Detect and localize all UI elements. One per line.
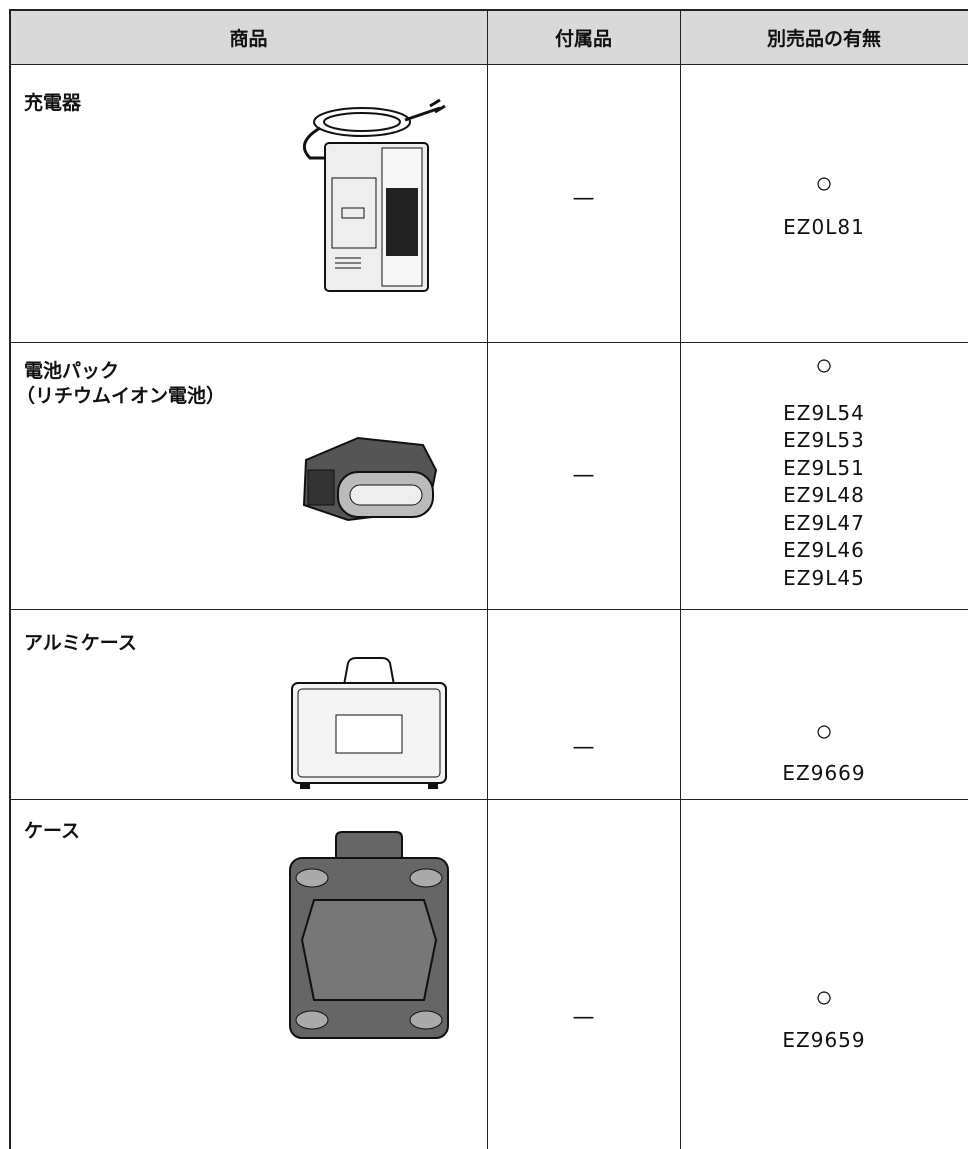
model-number: EZ9L51 bbox=[783, 456, 865, 480]
included-mark: — bbox=[572, 735, 595, 760]
included-mark: — bbox=[572, 1005, 595, 1030]
model-number: EZ9659 bbox=[782, 1028, 866, 1052]
model-number: EZ9L53 bbox=[783, 428, 865, 452]
item-name: ケース bbox=[24, 820, 81, 842]
case-illustration bbox=[289, 831, 449, 1039]
model-number: EZ9L46 bbox=[783, 538, 865, 562]
model-number: EZ9L47 bbox=[783, 511, 865, 535]
aluminum-case-illustration bbox=[291, 657, 447, 789]
optional-mark: ○ bbox=[814, 348, 834, 383]
optional-mark: ○ bbox=[814, 980, 834, 1015]
header-cell: 商品 bbox=[229, 28, 268, 50]
charger-illustration bbox=[302, 98, 446, 292]
item-name: （リチウムイオン電池） bbox=[16, 385, 226, 407]
optional-mark: ○ bbox=[814, 166, 834, 201]
border bbox=[10, 64, 968, 65]
border bbox=[680, 9, 681, 1149]
model-number: EZ9L45 bbox=[783, 566, 865, 590]
border bbox=[10, 9, 968, 11]
border bbox=[10, 799, 968, 800]
border bbox=[9, 9, 11, 1149]
item-name: アルミケース bbox=[24, 632, 137, 654]
model-number: EZ0L81 bbox=[783, 215, 865, 239]
header-cell: 付属品 bbox=[554, 28, 612, 50]
included-mark: — bbox=[572, 186, 595, 211]
border bbox=[10, 342, 968, 343]
model-number: EZ9L48 bbox=[783, 483, 865, 507]
model-number: EZ9L54 bbox=[783, 401, 865, 425]
optional-mark: ○ bbox=[814, 714, 834, 749]
border bbox=[487, 9, 488, 1149]
battery-illustration bbox=[302, 436, 438, 522]
item-name: 電池パック bbox=[24, 360, 120, 382]
model-number: EZ9669 bbox=[782, 761, 866, 785]
border bbox=[10, 609, 968, 610]
header-cell: 別売品の有無 bbox=[766, 28, 881, 50]
header-background bbox=[10, 10, 968, 65]
included-mark: — bbox=[572, 463, 595, 488]
item-name: 充電器 bbox=[24, 92, 82, 114]
